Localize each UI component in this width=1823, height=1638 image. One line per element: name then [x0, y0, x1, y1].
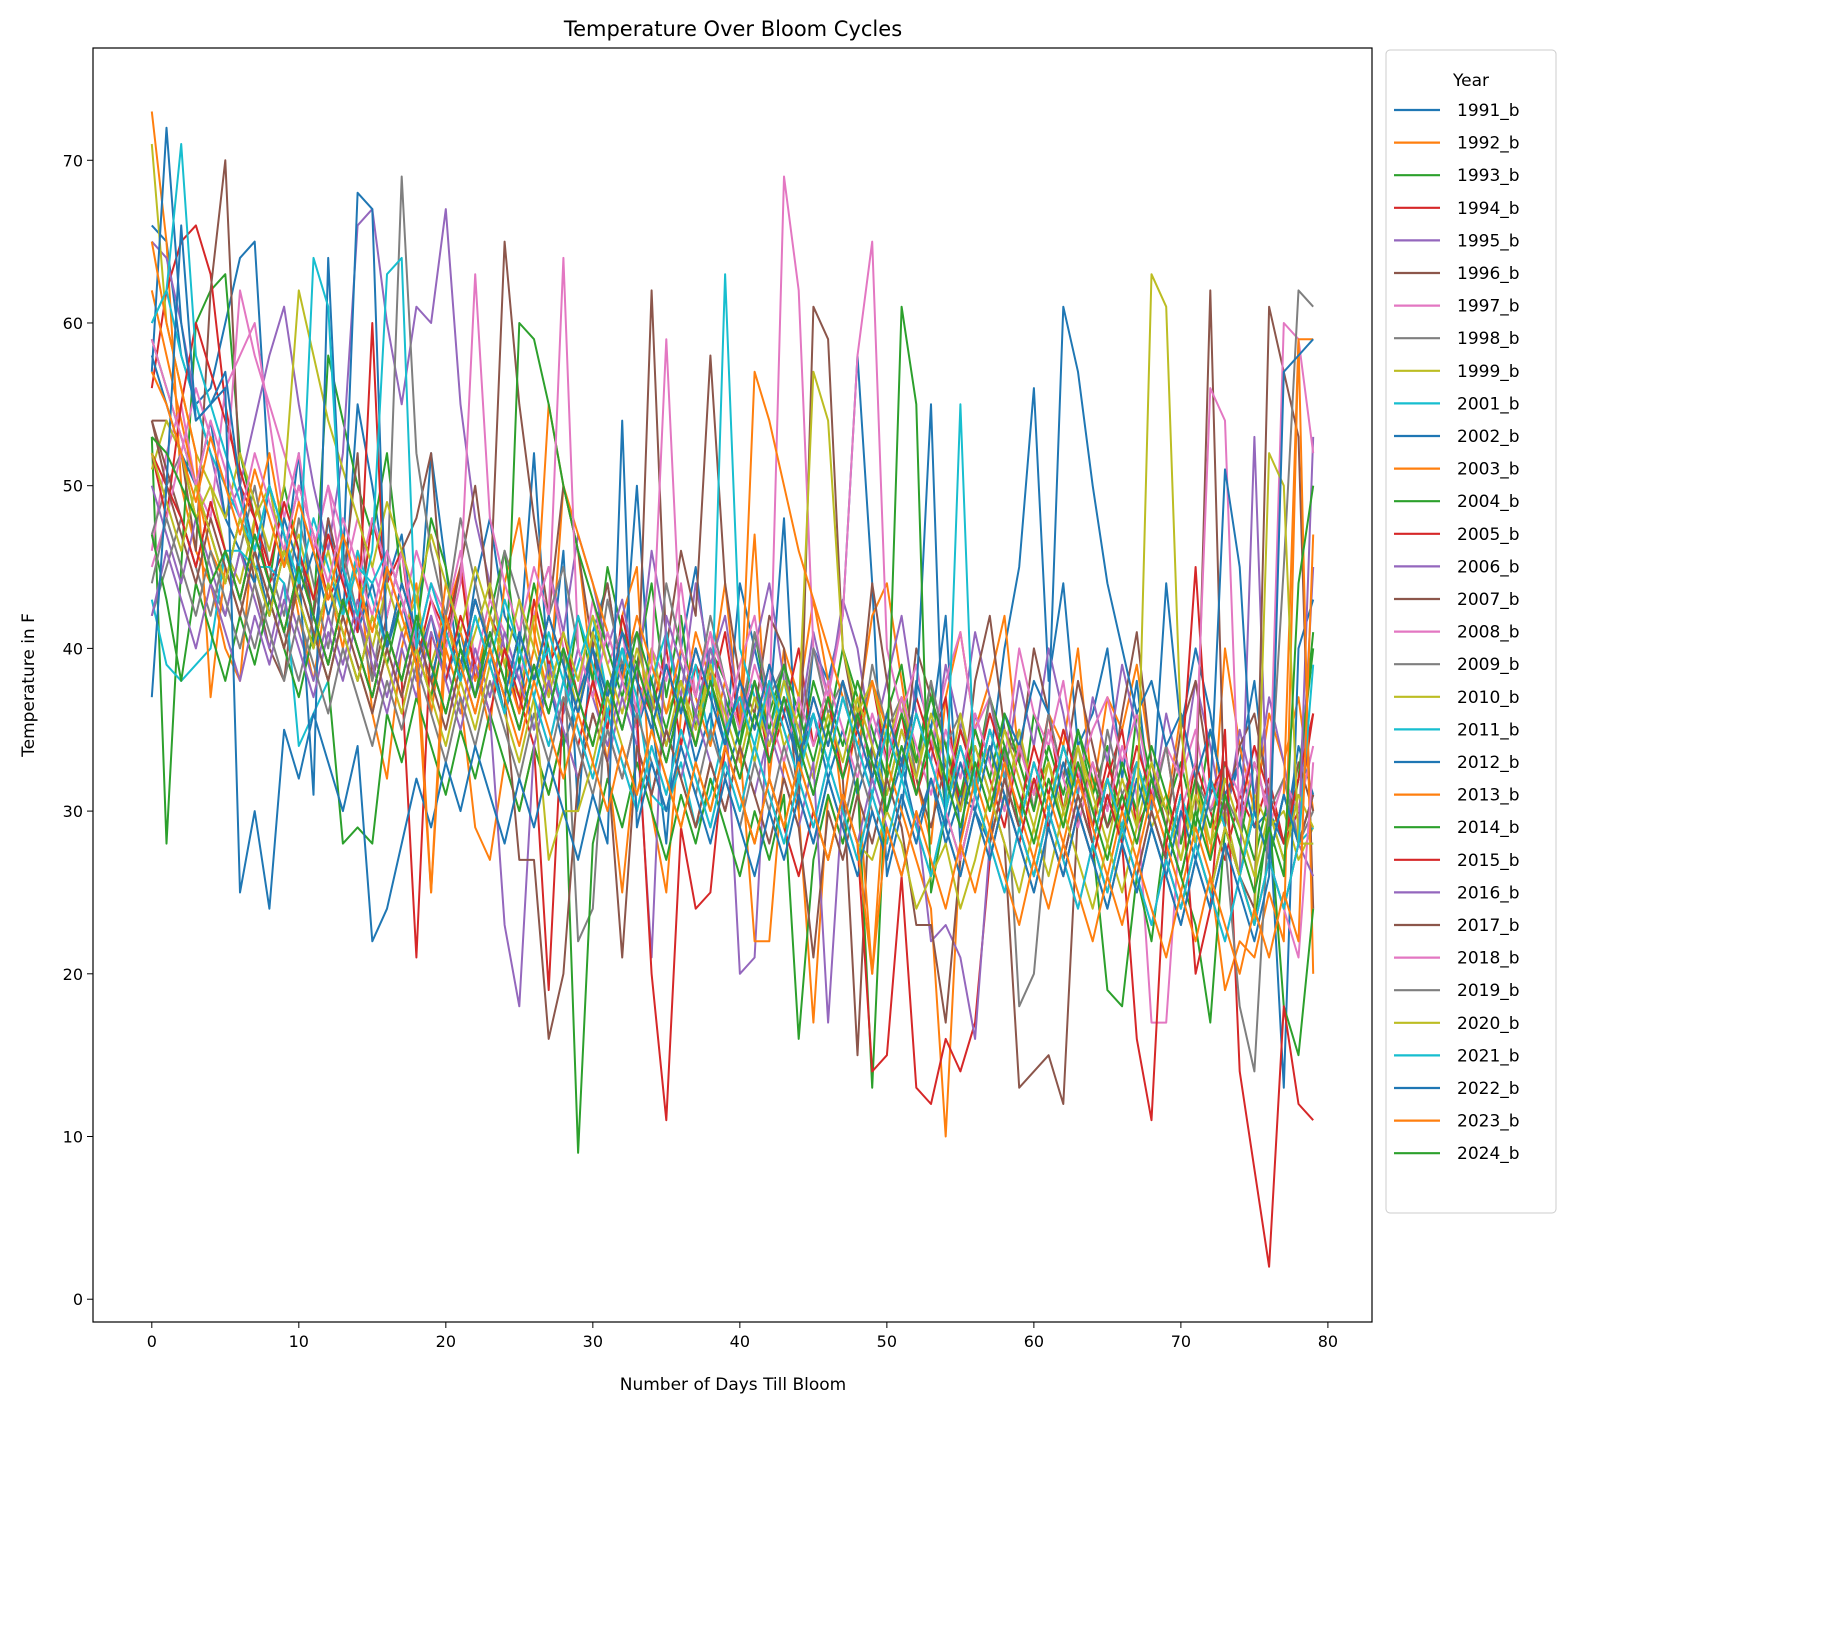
series-line-2021_b	[150, 143, 1315, 943]
legend-label: 2011_b	[1457, 720, 1520, 740]
x-axis-label: Number of Days Till Bloom	[620, 1375, 847, 1395]
series-line-1995_b	[151, 208, 1315, 845]
y-tick-label: 20	[63, 965, 83, 984]
legend-label: 2005_b	[1457, 525, 1520, 545]
series-line-2023_b	[150, 371, 1315, 975]
x-tick-label: 70	[1171, 1332, 1191, 1351]
y-tick-label: 30	[63, 802, 83, 821]
x-tick-label: 10	[289, 1332, 309, 1351]
y-tick-label: 0	[73, 1290, 83, 1309]
legend-label: 2009_b	[1457, 655, 1520, 675]
legend-label: 2022_b	[1457, 1079, 1520, 1099]
y-tick-label: 40	[63, 639, 83, 658]
x-tick-label: 30	[583, 1332, 603, 1351]
legend-label: 1992_b	[1457, 134, 1520, 154]
legend-box	[1385, 49, 1557, 1214]
y-tick-label: 60	[63, 314, 83, 333]
chart-title: Temperature Over Bloom Cycles	[563, 17, 902, 41]
legend-title: Year	[1452, 71, 1489, 91]
legend-label: 2013_b	[1457, 786, 1520, 806]
y-tick-label: 50	[63, 477, 83, 496]
x-tick-label: 80	[1318, 1332, 1338, 1351]
legend-label: 1999_b	[1457, 362, 1520, 382]
legend-label: 2008_b	[1457, 623, 1520, 643]
series-line-2014_b	[150, 305, 1315, 1154]
series-line-2022_b	[150, 224, 1314, 943]
legend-label: 2015_b	[1457, 851, 1520, 871]
legend-label: 1998_b	[1457, 329, 1520, 349]
legend-label: 2021_b	[1457, 1046, 1520, 1066]
legend-label: 2012_b	[1457, 753, 1520, 773]
legend-label: 2020_b	[1457, 1014, 1520, 1034]
legend-label: 1997_b	[1457, 297, 1520, 317]
legend-label: 2003_b	[1457, 460, 1520, 480]
y-tick-label: 10	[63, 1128, 83, 1147]
legend-label: 2018_b	[1457, 949, 1520, 969]
legend-label: 2006_b	[1457, 557, 1520, 577]
legend-label: 2019_b	[1457, 981, 1520, 1001]
legend-label: 1994_b	[1457, 199, 1520, 219]
x-tick-label: 0	[147, 1332, 157, 1351]
x-tick-label: 50	[877, 1332, 897, 1351]
legend-label: 2017_b	[1457, 916, 1520, 936]
x-tick-label: 60	[1024, 1332, 1044, 1351]
legend-label: 1996_b	[1457, 264, 1520, 284]
legend-label: 2007_b	[1457, 590, 1520, 610]
legend-label: 1993_b	[1457, 166, 1520, 186]
y-tick-label: 70	[63, 151, 83, 170]
legend-label: 2004_b	[1457, 492, 1520, 512]
legend-label: 1995_b	[1457, 231, 1520, 251]
y-axis-label: Temperature in F	[19, 613, 39, 758]
legend-label: 2016_b	[1457, 883, 1520, 903]
series-line-2013_b	[150, 241, 1315, 1138]
x-tick-label: 40	[730, 1332, 750, 1351]
series-line-2010_b	[150, 143, 1315, 878]
legend: Year 1991_b 1992_b 1993_b 1994_b 1995_b 1996_…	[1385, 49, 1557, 1214]
plot-frame	[92, 47, 1373, 1323]
series-line-2024_b	[151, 436, 1315, 894]
legend-label: 2010_b	[1457, 688, 1520, 708]
x-tick-label: 20	[436, 1332, 456, 1351]
legend-label: 2023_b	[1457, 1112, 1520, 1132]
legend-label: 2002_b	[1457, 427, 1520, 447]
legend-label: 2014_b	[1457, 818, 1520, 838]
legend-label: 2024_b	[1457, 1144, 1520, 1164]
legend-label: 2001_b	[1457, 394, 1520, 414]
legend-label: 1991_b	[1457, 101, 1520, 121]
